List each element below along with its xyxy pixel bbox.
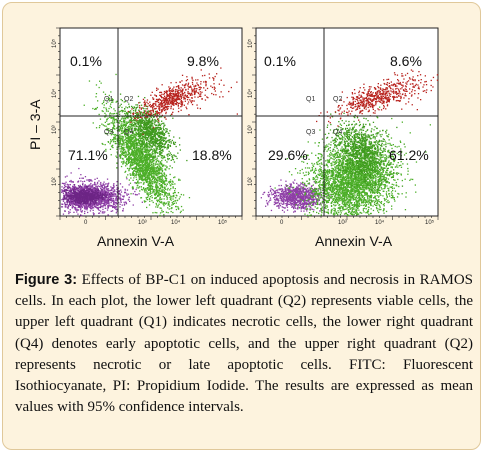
plot-left-q1-label: Q1 bbox=[104, 96, 113, 103]
plot-right-x-tick-3: 10⁵ bbox=[425, 219, 435, 226]
plot-right-y-tick-0: 10² bbox=[248, 177, 254, 186]
plot-right-q4-label: Q4 bbox=[333, 129, 342, 136]
plot-left-x-tick-0: 0 bbox=[84, 220, 88, 226]
plot-left-y-tick-2: 10⁴ bbox=[51, 88, 58, 98]
plot-left-x-tick-2: 10⁴ bbox=[171, 219, 181, 226]
plot-right-x-tick-1: 10³ bbox=[338, 220, 347, 226]
plot-right-y-tick-3: 10⁵ bbox=[247, 38, 254, 48]
plot-left-q2-percent: 9.8% bbox=[187, 53, 219, 69]
plot-left: 0.1% 9.8% 71.1% 18.8% Q1 Q2 Q3 Q4 0 10³ … bbox=[27, 27, 243, 249]
plot-right-ticks bbox=[252, 27, 439, 220]
plot-right-x-tick-2: 10⁴ bbox=[375, 219, 385, 226]
plot-left-y-tick-3: 10⁵ bbox=[51, 38, 58, 48]
plot-right-q2-percent: 8.6% bbox=[390, 53, 422, 69]
plot-right-q3-label: Q3 bbox=[306, 129, 315, 136]
figure: 0.1% 9.8% 71.1% 18.8% Q1 Q2 Q3 Q4 0 10³ … bbox=[27, 27, 439, 249]
plot-left-q3-label: Q3 bbox=[104, 129, 113, 136]
plot-right-x-tick-0: 0 bbox=[280, 220, 284, 226]
plot-left-x-tick-3: 10⁵ bbox=[218, 219, 228, 226]
figure-caption-label: Figure 3: bbox=[15, 272, 78, 288]
plot-left-y-tick-1: 10³ bbox=[52, 125, 58, 134]
plot-right-y-tick-1: 10³ bbox=[248, 125, 254, 134]
plot-right-q2-label: Q2 bbox=[333, 96, 342, 103]
plot-left-q4-label: Q4 bbox=[124, 129, 133, 136]
plot-left-ticks bbox=[56, 27, 243, 220]
plot-right-q3-percent: 29.6% bbox=[268, 147, 308, 163]
figure-caption-text: Effects of BP-C1 on induced apoptosis an… bbox=[15, 272, 473, 416]
plot-left-y-tick-0: 10² bbox=[52, 177, 58, 186]
figure-caption: Figure 3: Effects of BP-C1 on induced ap… bbox=[15, 270, 473, 418]
plot-left-x-axis-label: Annexin V-A bbox=[97, 233, 175, 249]
plot-left-y-axis-label: PI – 3-A bbox=[27, 99, 43, 150]
plot-left-x-tick-1: 10³ bbox=[138, 220, 147, 226]
plot-left-q2-label: Q2 bbox=[124, 96, 133, 103]
plot-left-q3-percent: 71.1% bbox=[68, 147, 108, 163]
plot-right: 0.1% 8.6% 29.6% 61.2% Q1 Q2 Q3 Q4 0 10³ … bbox=[247, 27, 439, 249]
plot-left-q1-percent: 0.1% bbox=[70, 53, 102, 69]
plot-right-q1-percent: 0.1% bbox=[264, 53, 296, 69]
plot-left-events bbox=[61, 67, 238, 217]
flow-cytometry-plots: 0.1% 9.8% 71.1% 18.8% Q1 Q2 Q3 Q4 0 10³ … bbox=[27, 27, 439, 249]
plot-right-x-axis-label: Annexin V-A bbox=[315, 233, 393, 249]
plot-right-q1-label: Q1 bbox=[306, 96, 315, 103]
plot-right-y-tick-2: 10⁴ bbox=[247, 88, 254, 98]
plot-left-q4-percent: 18.8% bbox=[192, 147, 232, 163]
plot-right-q4-percent: 61.2% bbox=[389, 147, 429, 163]
plot-right-events bbox=[260, 69, 439, 217]
